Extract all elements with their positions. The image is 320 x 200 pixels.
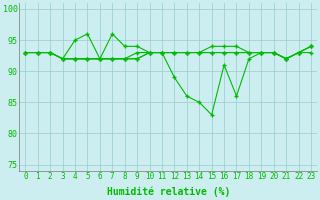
X-axis label: Humidité relative (%): Humidité relative (%) [107, 187, 230, 197]
